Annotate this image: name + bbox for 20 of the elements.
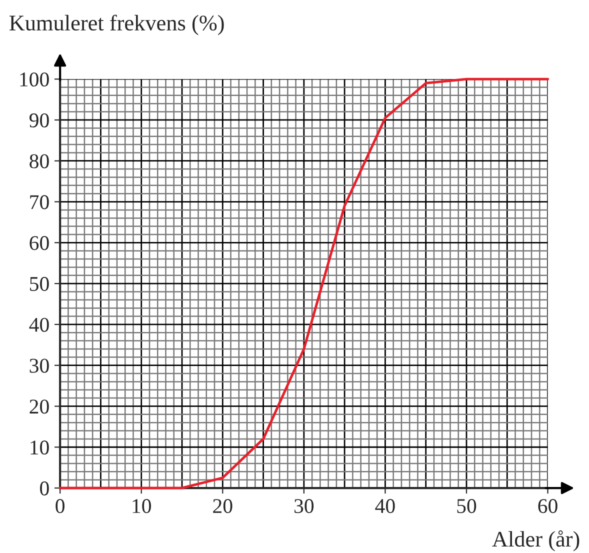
y-tick-label: 50 — [30, 276, 49, 291]
y-tick-label: 90 — [30, 113, 49, 128]
y-tick-label: 10 — [30, 440, 49, 455]
y-tick-label: 40 — [29, 318, 49, 332]
y-tick-label: 80 — [30, 154, 49, 168]
y-tick-label: 100 — [20, 72, 49, 87]
y-tick-label: 0 — [40, 481, 49, 496]
y-tick-label: 70 — [30, 195, 49, 210]
x-tick-label: 10 — [132, 499, 151, 514]
y-axis-title: Kumuleret frekvens (%) — [9, 14, 224, 36]
y-tick-label: 60 — [30, 236, 49, 250]
x-tick-label: 40 — [375, 499, 395, 514]
y-tick-label: 30 — [30, 358, 49, 373]
x-tick-label: 30 — [294, 499, 314, 514]
x-tick-label: 20 — [213, 499, 232, 514]
x-tick-label: 0 — [56, 499, 64, 514]
x-axis-title: Alder (år) — [492, 530, 580, 552]
y-tick-label: 20 — [30, 400, 49, 414]
x-tick-label: 60 — [538, 499, 558, 514]
x-tick-label: 50 — [457, 499, 476, 514]
